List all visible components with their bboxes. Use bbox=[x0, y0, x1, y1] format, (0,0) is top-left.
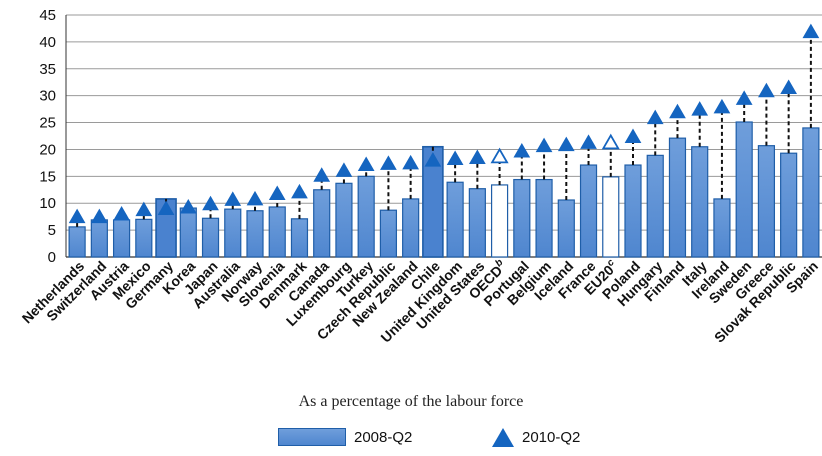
triangle-marker bbox=[580, 134, 597, 149]
legend-item-2010: 2010-Q2 bbox=[492, 428, 580, 447]
bar bbox=[602, 176, 620, 258]
bar bbox=[135, 218, 153, 258]
bar bbox=[90, 219, 108, 258]
bar bbox=[201, 217, 220, 258]
triangle-marker bbox=[113, 205, 130, 221]
bar bbox=[713, 198, 731, 258]
bar bbox=[446, 181, 464, 258]
bar bbox=[268, 206, 286, 258]
bar bbox=[691, 146, 709, 258]
bar bbox=[579, 164, 598, 258]
legend-bar-swatch bbox=[278, 428, 346, 446]
triangle-marker bbox=[669, 103, 686, 119]
triangle-marker bbox=[135, 201, 153, 217]
triangle-marker bbox=[157, 200, 175, 216]
bar bbox=[313, 189, 331, 258]
triangle-marker bbox=[202, 195, 219, 211]
y-tick-label: 40 bbox=[39, 34, 56, 51]
triangle-marker bbox=[557, 136, 575, 152]
triangle-marker bbox=[402, 154, 420, 170]
triangle-marker bbox=[224, 191, 242, 206]
bar bbox=[490, 184, 509, 258]
bar bbox=[357, 175, 375, 258]
bar bbox=[757, 145, 776, 258]
triangle-marker bbox=[601, 133, 620, 150]
bar bbox=[513, 178, 531, 258]
bar bbox=[624, 164, 642, 258]
bar bbox=[68, 226, 86, 258]
triangle-marker bbox=[713, 98, 731, 114]
triangle-marker bbox=[802, 23, 820, 39]
bar bbox=[179, 207, 197, 258]
legend-item-2008: 2008-Q2 bbox=[278, 428, 412, 446]
triangle-marker bbox=[268, 185, 286, 201]
triangle-marker bbox=[758, 82, 775, 98]
triangle-marker bbox=[513, 143, 531, 158]
triangle-marker bbox=[490, 147, 509, 164]
category-superscript: c bbox=[605, 257, 617, 269]
bar bbox=[112, 219, 131, 258]
triangle-marker bbox=[446, 150, 464, 166]
bar bbox=[246, 210, 264, 258]
triangle-marker bbox=[68, 208, 86, 224]
triangle-marker bbox=[691, 101, 709, 116]
triangle-marker bbox=[313, 167, 331, 182]
y-tick-label: 20 bbox=[39, 141, 56, 158]
bar bbox=[335, 182, 353, 258]
bar bbox=[535, 178, 553, 258]
bar bbox=[402, 198, 420, 258]
triangle-marker bbox=[735, 90, 753, 105]
bar bbox=[668, 137, 687, 258]
bar bbox=[557, 199, 575, 258]
triangle-marker bbox=[646, 109, 664, 125]
bar bbox=[468, 188, 486, 258]
triangle-marker bbox=[179, 198, 197, 214]
y-tick-label: 25 bbox=[39, 115, 56, 132]
triangle-marker bbox=[535, 137, 553, 153]
y-tick-label: 35 bbox=[39, 61, 56, 78]
legend-label-2008: 2008-Q2 bbox=[354, 428, 413, 446]
y-tick-label: 15 bbox=[39, 168, 56, 185]
triangle-marker bbox=[357, 156, 375, 171]
triangle-marker bbox=[90, 208, 108, 224]
bar bbox=[735, 121, 753, 258]
legend-label-2010: 2010-Q2 bbox=[522, 429, 581, 446]
category-superscript: b bbox=[493, 257, 505, 269]
bar bbox=[379, 209, 398, 258]
triangle-marker bbox=[380, 155, 397, 170]
bar bbox=[224, 208, 242, 258]
chart-legend: 2008-Q2 2010-Q2 bbox=[0, 428, 822, 452]
bar bbox=[780, 152, 798, 258]
triangle-marker bbox=[780, 79, 798, 95]
y-tick-label: 0 bbox=[48, 249, 56, 266]
triangle-marker bbox=[335, 162, 353, 177]
y-tick-label: 45 bbox=[39, 7, 56, 24]
y-tick-label: 30 bbox=[39, 88, 56, 105]
triangle-marker bbox=[468, 149, 486, 164]
bar bbox=[646, 154, 664, 258]
chart-caption: As a percentage of the labour force bbox=[298, 393, 524, 410]
chart-area: 051015202530354045NetherlandsSwitzerland… bbox=[19, 7, 822, 346]
legend-triangle-icon bbox=[492, 428, 514, 447]
y-tick-label: 5 bbox=[48, 222, 56, 239]
bar bbox=[802, 127, 820, 258]
triangle-marker bbox=[246, 190, 264, 206]
triangle-marker bbox=[424, 152, 442, 167]
triangle-marker bbox=[291, 183, 308, 199]
bar bbox=[290, 218, 309, 258]
y-tick-label: 10 bbox=[39, 195, 56, 212]
triangle-marker bbox=[624, 128, 642, 143]
